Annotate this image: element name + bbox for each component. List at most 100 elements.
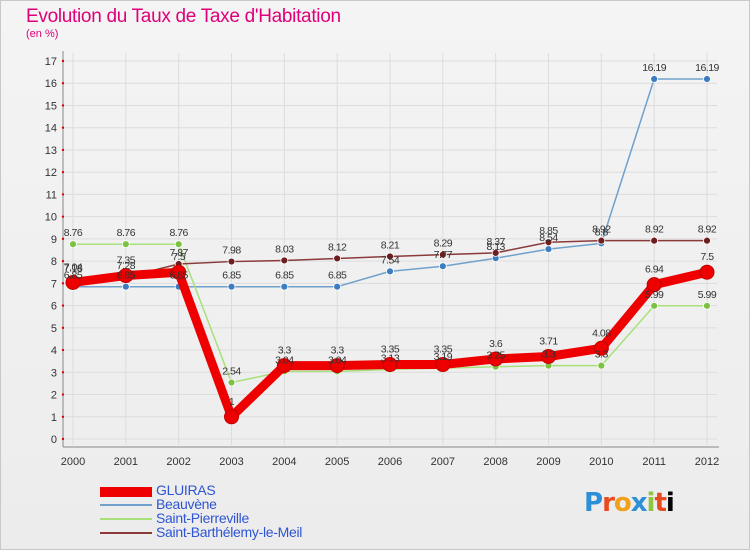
data-label: 3.04 (328, 354, 347, 366)
x-tick-label: 2003 (219, 456, 243, 468)
x-tick-label: 2009 (536, 456, 560, 468)
y-tick-mark (61, 259, 65, 263)
series (65, 75, 715, 425)
data-label: 3.3 (595, 349, 609, 361)
data-label: 8.8 (595, 226, 609, 238)
data-label: 7.77 (434, 249, 453, 261)
data-label: 4.08 (592, 327, 611, 339)
data-point (121, 240, 130, 249)
chart-unit: (en %) (26, 28, 59, 40)
data-point (382, 357, 398, 373)
legend-swatch-saint-barthelemy (100, 532, 152, 534)
data-label: 3.13 (381, 352, 400, 364)
data-label: 3.35 (381, 344, 400, 356)
x-tick-label: 2011 (642, 456, 666, 468)
data-label: 7.87 (169, 247, 188, 259)
y-tick-label: 3 (51, 367, 57, 379)
data-label: 6.94 (645, 264, 664, 276)
y-tick-label: 16 (45, 78, 57, 90)
logo-letter: i (665, 488, 675, 518)
data-point (333, 254, 342, 263)
data-label: 3.04 (275, 354, 294, 366)
data-point (280, 282, 289, 291)
y-tick-mark (61, 326, 65, 330)
x-tick-label: 2001 (114, 456, 138, 468)
y-tick-mark (61, 59, 65, 63)
y-tick-label: 17 (45, 56, 57, 68)
legend-label-saint-pierreville: Saint-Pierreville (156, 510, 249, 526)
data-label: 8.12 (328, 241, 347, 253)
data-point (597, 361, 606, 370)
data-point (121, 282, 130, 291)
y-tick-label: 0 (51, 434, 57, 446)
data-point (333, 282, 342, 291)
data-label: 7.5 (700, 251, 714, 263)
data-label: 3.3 (542, 349, 556, 361)
data-label: 7.04 (64, 261, 83, 273)
data-label: 7.18 (64, 262, 83, 274)
y-tick-mark (61, 237, 65, 241)
x-tick-label: 2005 (325, 456, 349, 468)
legend-label-saint-barthelemy: Saint-Barthélemy-le-Meil (156, 524, 303, 540)
data-point (703, 75, 711, 83)
logo-letter: t (654, 488, 666, 518)
data-point (650, 236, 659, 245)
y-tick-mark (61, 104, 65, 107)
y-tick-label: 9 (51, 234, 57, 246)
logo-letter: x (630, 488, 648, 518)
data-label: 5.99 (645, 289, 664, 301)
data-point (703, 301, 711, 310)
data-label: 8.92 (698, 224, 717, 236)
data-label: 3.3 (278, 345, 292, 357)
data-labels: 7.04 7.35 7.5 1 3.3 3.3 3.35 3.35 3.6 3.71 4.08 6.9… (64, 62, 720, 408)
data-label: 3.71 (539, 336, 558, 348)
data-label: 8.76 (117, 227, 136, 239)
data-point (329, 358, 345, 374)
y-tick-label: 11 (46, 189, 57, 201)
legend-label-gluiras: GLUIRAS (156, 482, 216, 498)
y-tick-label: 6 (51, 301, 57, 313)
data-point (227, 282, 236, 291)
x-tick-label: 2007 (431, 456, 455, 468)
data-label: 7.54 (381, 254, 400, 266)
y-tick-label: 12 (45, 167, 57, 179)
y-tick-label: 7 (51, 278, 57, 290)
logo-letter: r (602, 488, 615, 518)
data-point (491, 248, 500, 257)
data-label: 1 (229, 396, 235, 408)
data-label: 8.92 (645, 224, 664, 236)
legend-swatch-saint-pierreville (100, 518, 152, 520)
data-label: 8.29 (434, 238, 453, 250)
y-tick-label: 1 (51, 412, 57, 424)
data-point (438, 262, 447, 271)
logo-letter: i (646, 488, 656, 518)
x-tick-label: 2002 (166, 456, 190, 468)
x-tick-label: 2008 (483, 456, 507, 468)
data-label: 3.19 (434, 351, 453, 363)
data-point (438, 250, 447, 259)
data-point (597, 236, 606, 245)
y-tick-mark (61, 148, 65, 152)
data-label: 8.76 (64, 227, 83, 239)
data-point (65, 274, 81, 290)
data-point (703, 236, 711, 245)
data-label: 7.5 (172, 251, 186, 263)
y-tick-mark (61, 348, 65, 352)
y-tick-mark (61, 304, 65, 307)
data-label: 6.85 (169, 270, 188, 282)
legend-swatch-beauvene (100, 504, 152, 506)
data-point (276, 358, 292, 374)
data-point (544, 238, 553, 247)
data-point (174, 240, 183, 249)
data-point (227, 257, 236, 266)
logo-letter: o (613, 488, 632, 518)
data-label: 8.54 (539, 232, 558, 244)
data-point (435, 357, 451, 373)
data-label: 16.19 (642, 62, 666, 74)
chart-title: Evolution du Taux de Taxe d'Habitation (26, 6, 341, 27)
y-tick-mark (61, 437, 65, 441)
x-tick-label: 2004 (272, 456, 296, 468)
data-label: 6.85 (275, 270, 294, 282)
